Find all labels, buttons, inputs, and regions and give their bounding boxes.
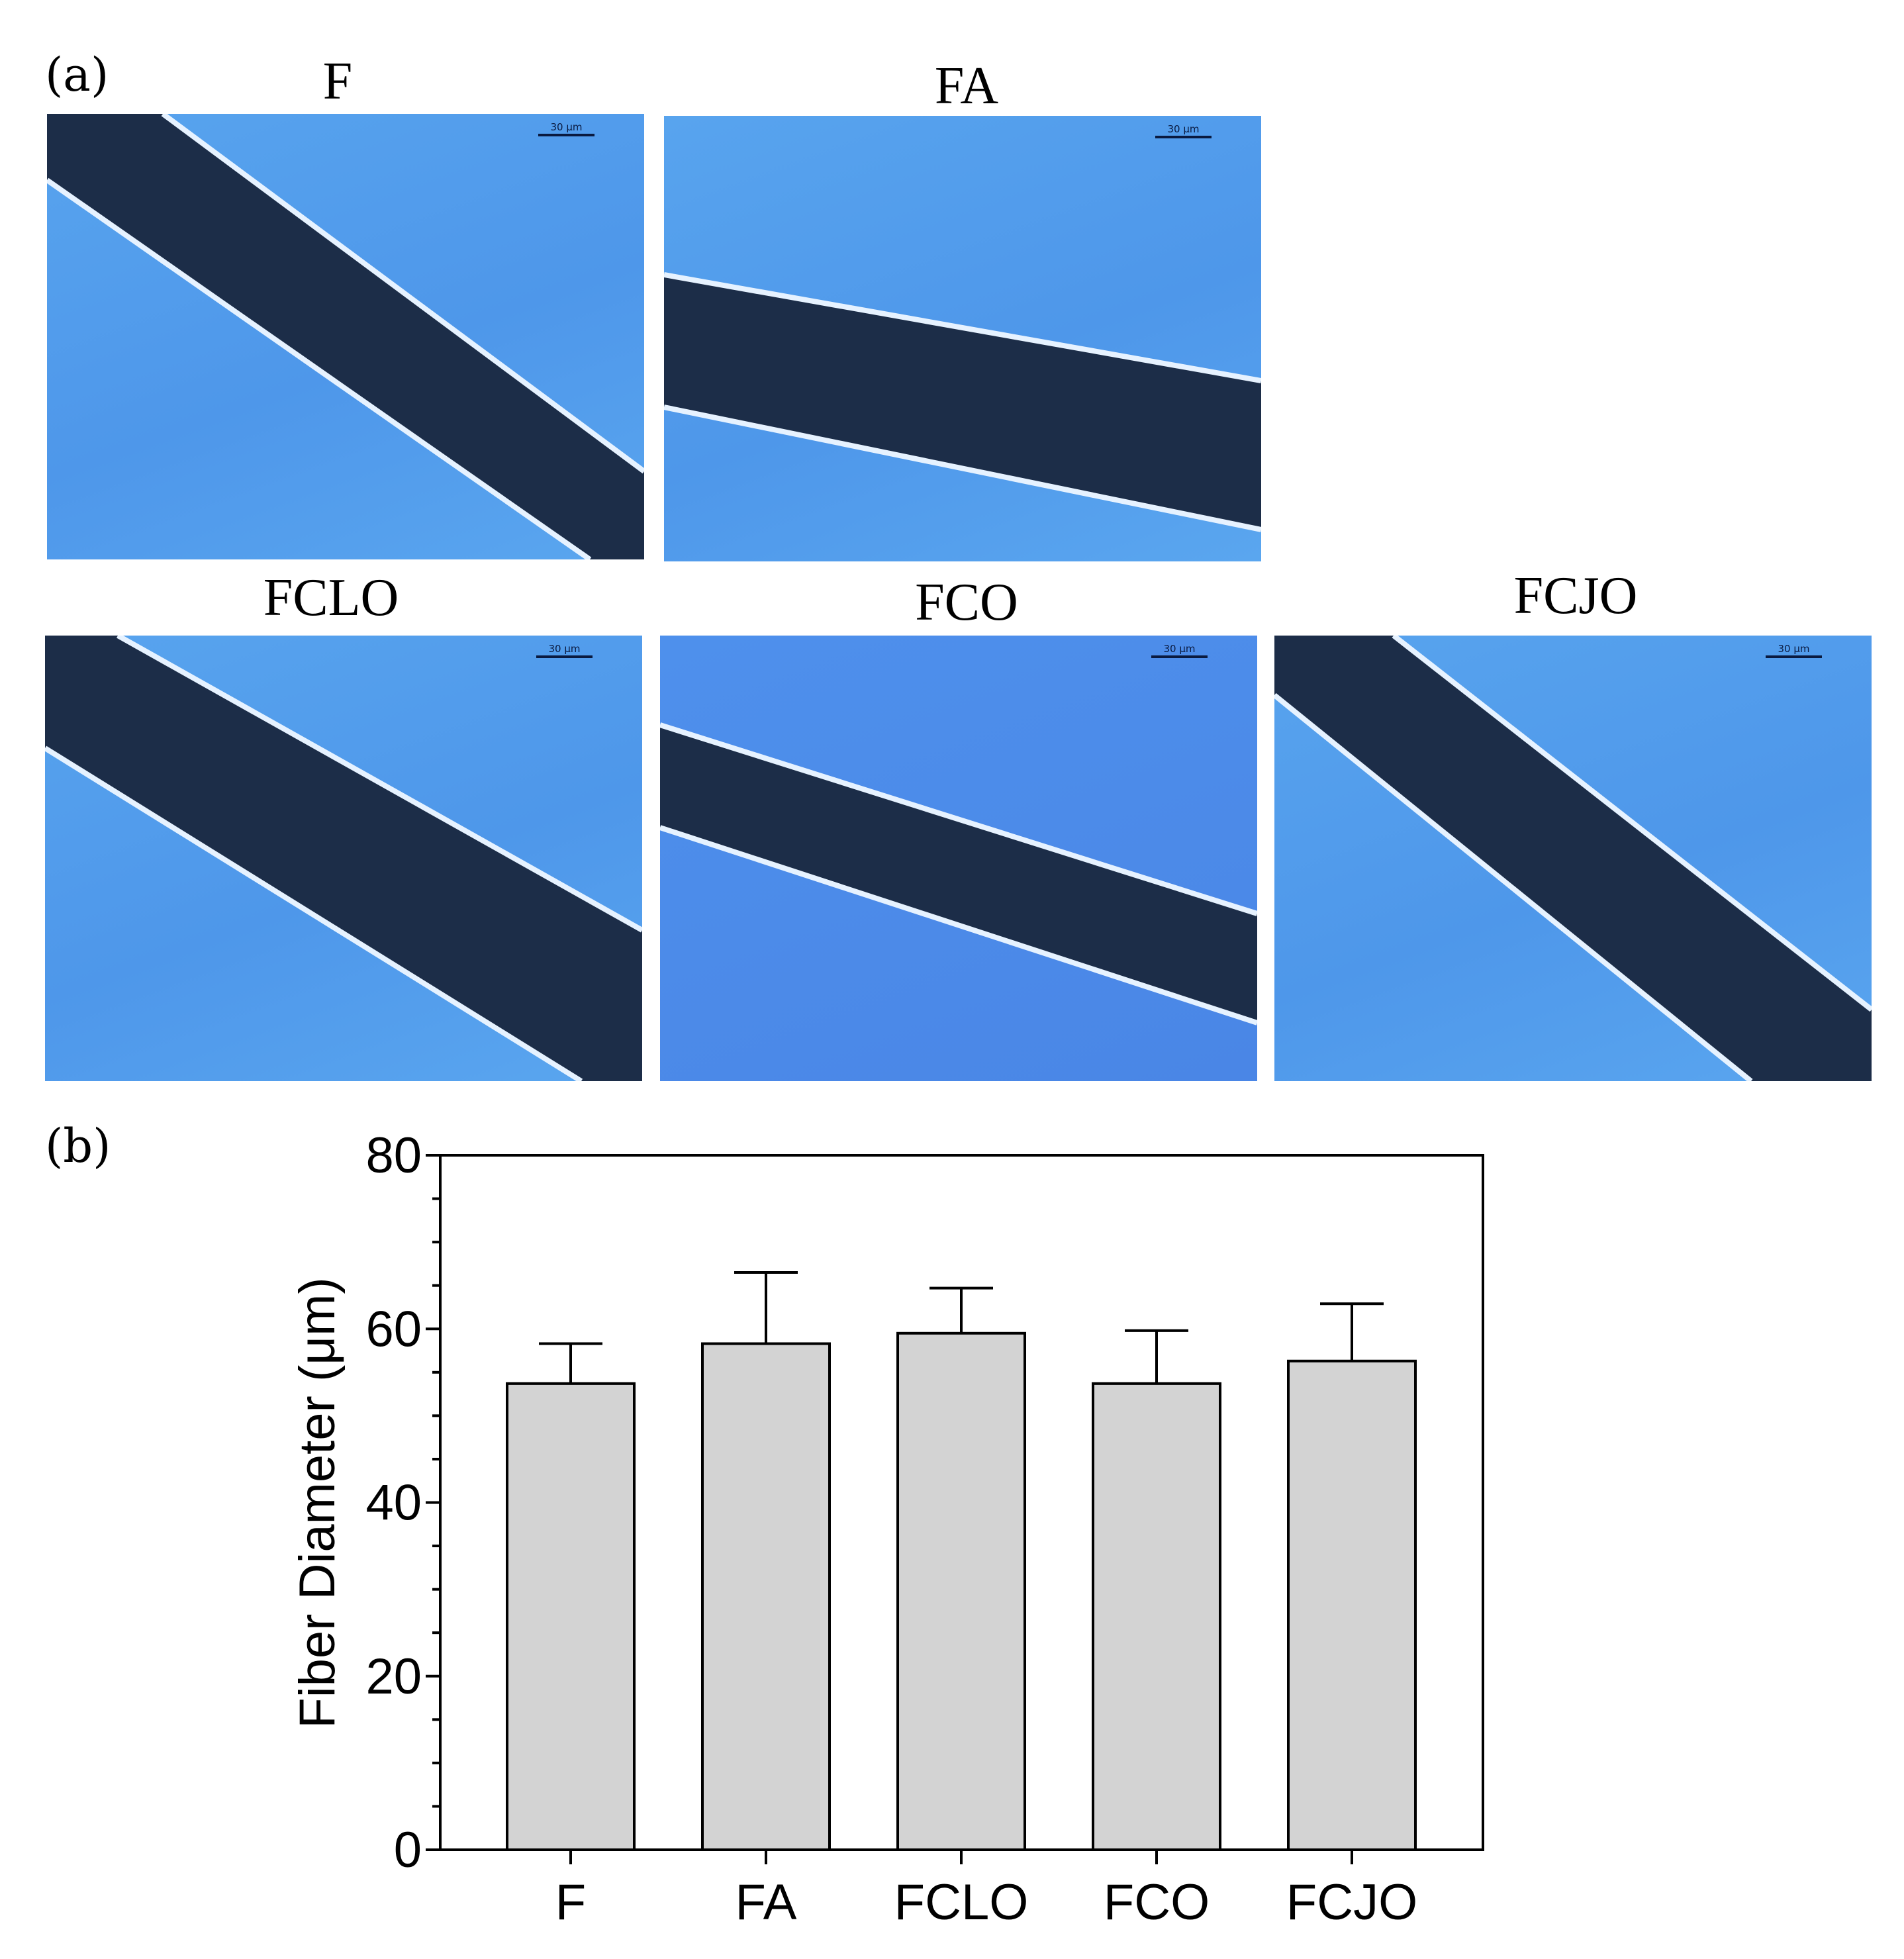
y-tick-label: 0 (394, 1822, 422, 1878)
x-tick-label: FCLO (894, 1874, 1029, 1931)
micrograph-title-fa: FA (934, 57, 999, 115)
micrograph-fcjo: 30 µm (1274, 636, 1872, 1081)
x-tick-label: FA (736, 1874, 797, 1931)
scale-bar: 30 µm (1151, 644, 1208, 663)
x-tick-label: FCJO (1286, 1874, 1417, 1931)
y-tick-label: 60 (365, 1301, 422, 1357)
panel-a-label: (a) (45, 48, 109, 102)
micrograph-title-fcjo: FCJO (1513, 567, 1638, 625)
micrograph-fclo: 30 µm (45, 636, 642, 1081)
y-tick-label: 40 (365, 1475, 422, 1531)
scale-bar: 30 µm (538, 122, 595, 142)
scale-bar: 30 µm (1766, 644, 1822, 663)
scale-bar: 30 µm (1155, 124, 1212, 144)
bar-fco (1092, 1382, 1221, 1851)
bar-fcjo (1287, 1359, 1417, 1852)
micrograph-title-f: F (322, 52, 353, 111)
micrograph-fa: 30 µm (664, 116, 1261, 561)
panel-b-label: (b) (45, 1119, 111, 1173)
scale-bar: 30 µm (536, 644, 593, 663)
x-tick-label: FCO (1104, 1874, 1210, 1931)
bar-f (506, 1382, 636, 1851)
y-axis-label: Fiber Diameter (μm) (289, 1277, 346, 1728)
x-tick-label: F (555, 1874, 586, 1931)
micrograph-title-fco: FCO (915, 573, 1018, 632)
micrograph-title-fclo: FCLO (263, 569, 399, 627)
micrograph-fco: 30 µm (660, 636, 1257, 1081)
bar-fclo (896, 1331, 1026, 1851)
y-tick-label: 80 (365, 1127, 422, 1184)
micrograph-f: 30 µm (47, 114, 644, 559)
y-tick-label: 20 (365, 1648, 422, 1705)
bar-fa (701, 1342, 831, 1851)
